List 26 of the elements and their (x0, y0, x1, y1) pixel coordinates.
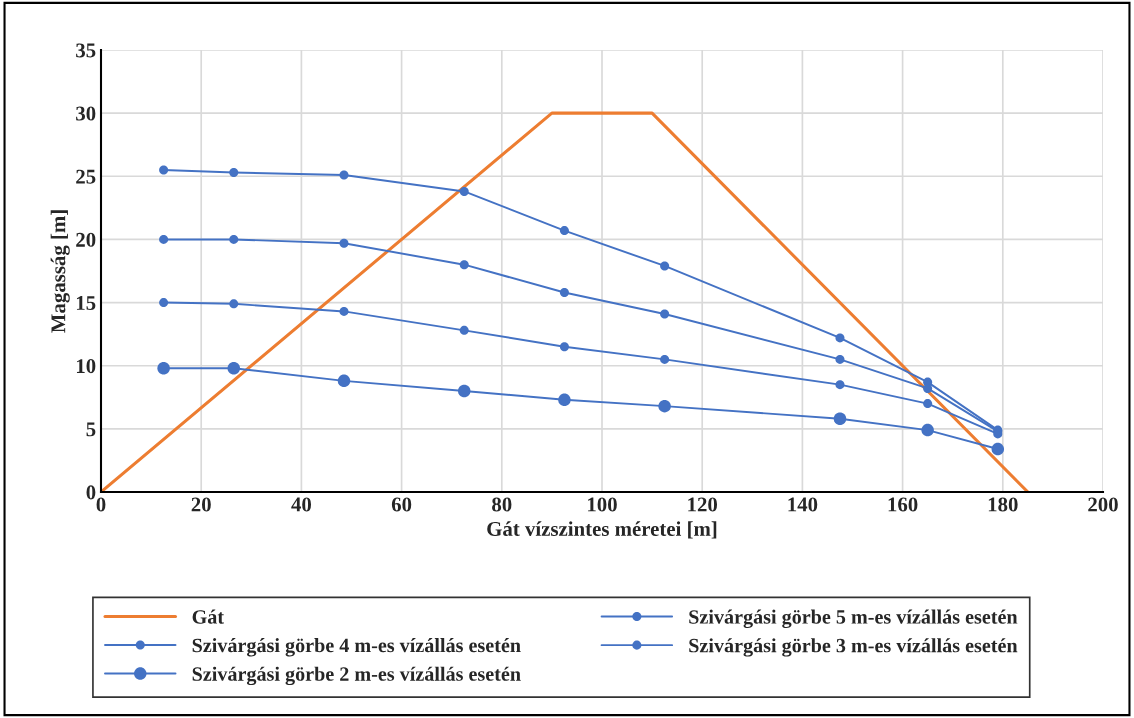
legend-label: Szivárgási görbe 5 m-es vízállás esetén (689, 609, 1018, 629)
y-tick-label: 15 (76, 296, 96, 310)
x-tick-label: 20 (191, 497, 211, 512)
x-tick-label: 0 (96, 497, 106, 512)
y-tick-label: 35 (76, 43, 96, 58)
y-tick-label: 25 (76, 169, 96, 184)
legend-label: Szivárgási görbe 2 m-es vízállás esetén (192, 666, 521, 686)
y-tick-label: 20 (76, 232, 96, 247)
legend-label: Szivárgási görbe 3 m-es vízállás esetén (689, 638, 1018, 657)
x-tick-label: 140 (788, 497, 818, 512)
x-tick-label: 100 (588, 497, 617, 512)
x-axis-title: Gát vízszintes méretei [m] (487, 521, 717, 539)
legend-label: Gát (192, 609, 224, 624)
x-tick-label: 60 (391, 497, 412, 512)
y-tick-label: 5 (86, 422, 96, 437)
x-tick-label: 200 (1088, 497, 1118, 512)
x-tick-label: 120 (688, 497, 718, 512)
y-tick-label: 30 (76, 106, 96, 121)
x-tick-label: 160 (888, 497, 918, 512)
y-tick-label: 0 (86, 485, 96, 500)
legend-label: Szivárgási görbe 4 m-es vízállás esetén (192, 638, 521, 657)
x-tick-label: 80 (492, 497, 512, 512)
y-axis-title: Magasság [m] (50, 210, 70, 333)
x-tick-label: 40 (291, 497, 312, 512)
y-tick-label: 10 (76, 359, 96, 374)
x-tick-label: 180 (988, 497, 1018, 512)
